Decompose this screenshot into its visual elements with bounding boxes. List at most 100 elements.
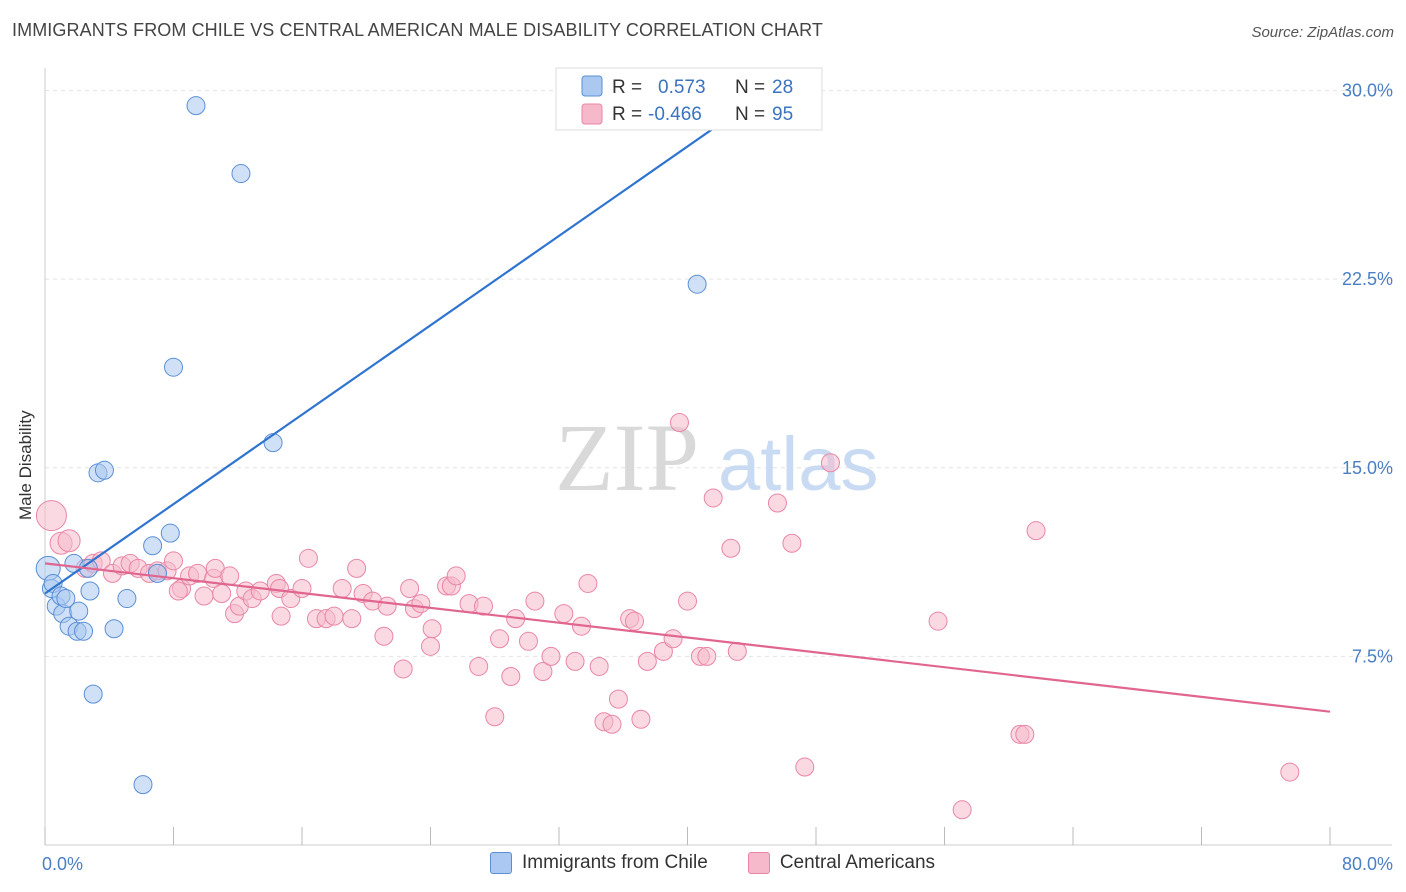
central-point-85 xyxy=(767,493,787,513)
chile-point-22 xyxy=(160,523,180,543)
legend-swatch-chile xyxy=(490,852,512,874)
stats-r-label-chile: R = xyxy=(612,77,642,98)
chile-point-17 xyxy=(104,619,124,639)
chile-point-25 xyxy=(231,164,251,184)
central-point-21 xyxy=(212,584,232,604)
stats-r-value-chile: 0.573 xyxy=(658,77,706,98)
central-point-73 xyxy=(624,611,644,631)
central-point-55 xyxy=(474,596,494,616)
central-point-65 xyxy=(565,651,585,671)
central-point-39 xyxy=(347,558,367,578)
central-point-75 xyxy=(637,651,657,671)
central-point-0 xyxy=(35,500,67,532)
chart-title: IMMIGRANTS FROM CHILE VS CENTRAL AMERICA… xyxy=(12,20,823,40)
central-point-71 xyxy=(608,689,628,709)
y-tick-label-2: 22.5% xyxy=(1342,269,1393,289)
central-point-2 xyxy=(57,529,81,553)
central-point-62 xyxy=(533,661,553,681)
central-point-13 xyxy=(164,551,183,571)
chile-point-23 xyxy=(164,357,183,377)
central-point-90 xyxy=(952,800,972,820)
central-point-22 xyxy=(220,566,240,586)
x-tick-label-0: 0.0% xyxy=(42,854,83,874)
central-point-76 xyxy=(653,641,673,661)
central-point-64 xyxy=(554,604,574,624)
chile-point-16 xyxy=(94,460,114,480)
central-point-15 xyxy=(168,581,188,601)
central-point-37 xyxy=(332,578,352,598)
central-point-92 xyxy=(1015,724,1035,744)
central-point-30 xyxy=(271,606,291,626)
chile-point-19 xyxy=(143,536,163,556)
series-immigrants-from-chile xyxy=(35,96,707,795)
tick-labels: 7.5% 15.0% 22.5% 30.0% 0.0% 80.0% xyxy=(42,81,1393,874)
central-point-48 xyxy=(422,619,442,639)
chile-point-6 xyxy=(56,589,76,609)
central-point-49 xyxy=(421,636,440,656)
stats-n-label-central: N = xyxy=(735,104,765,125)
central-point-56 xyxy=(485,707,505,727)
central-point-93 xyxy=(1026,521,1046,541)
central-point-67 xyxy=(578,573,598,593)
legend-item-chile[interactable]: Immigrants from Chile xyxy=(490,852,708,874)
central-point-74 xyxy=(631,709,651,729)
chart-source: Source: ZipAtlas.com xyxy=(1251,24,1394,41)
legend-swatch-central xyxy=(747,852,770,874)
central-point-58 xyxy=(501,667,521,687)
trend-lines xyxy=(44,89,1331,713)
central-point-88 xyxy=(820,453,840,473)
legend-label-chile: Immigrants from Chile xyxy=(522,852,708,873)
gridlines xyxy=(45,90,1392,657)
chile-point-13 xyxy=(80,581,100,601)
chile-point-24 xyxy=(186,96,206,116)
chile-point-11 xyxy=(74,621,94,641)
chile-point-21 xyxy=(133,775,153,795)
central-point-47 xyxy=(411,594,431,614)
legend-label-central: Central Americans xyxy=(779,852,936,873)
stats-n-label-chile: N = xyxy=(735,77,765,98)
central-point-18 xyxy=(194,586,214,606)
central-point-45 xyxy=(400,578,420,598)
central-point-70 xyxy=(602,714,622,734)
chile-point-26 xyxy=(263,433,283,453)
y-tick-label-0: 7.5% xyxy=(1352,646,1393,666)
trend-line-chile xyxy=(44,89,769,595)
central-point-43 xyxy=(377,596,397,616)
central-point-61 xyxy=(525,591,545,611)
chile-point-14 xyxy=(83,684,103,704)
central-point-81 xyxy=(697,646,717,666)
x-tick-label-1: 80.0% xyxy=(1342,854,1393,874)
y-tick-label-1: 15.0% xyxy=(1342,458,1393,478)
watermark-atlas: atlas xyxy=(718,422,879,507)
stats-n-value-central: 95 xyxy=(772,104,793,125)
axes xyxy=(44,68,1392,846)
central-point-82 xyxy=(703,488,723,508)
legend-item-central[interactable]: Central Americans xyxy=(747,852,936,874)
stats-legend-swatch-central xyxy=(581,103,603,125)
trend-line-central xyxy=(44,562,1331,713)
central-point-77 xyxy=(663,629,683,649)
central-point-89 xyxy=(928,611,948,631)
central-point-36 xyxy=(324,606,344,626)
stats-legend-swatch-chile xyxy=(581,75,603,97)
central-point-38 xyxy=(342,609,362,629)
central-point-86 xyxy=(782,533,802,553)
chile-point-18 xyxy=(117,589,137,609)
central-point-54 xyxy=(469,656,489,676)
central-point-27 xyxy=(250,581,270,601)
central-point-87 xyxy=(795,757,815,777)
central-point-79 xyxy=(678,591,697,611)
stats-r-value-central: -0.466 xyxy=(648,104,702,125)
central-point-44 xyxy=(393,659,413,679)
stats-n-value-chile: 28 xyxy=(772,77,793,98)
central-point-83 xyxy=(721,538,741,558)
chile-point-10 xyxy=(69,601,89,621)
central-point-60 xyxy=(518,631,538,651)
watermark: ZIP atlas xyxy=(555,404,879,511)
central-point-42 xyxy=(374,626,394,646)
series-legend: Immigrants from Chile Central Americans xyxy=(490,852,965,874)
chile-point-27 xyxy=(687,274,707,294)
central-point-57 xyxy=(490,629,510,649)
central-point-68 xyxy=(589,656,609,676)
